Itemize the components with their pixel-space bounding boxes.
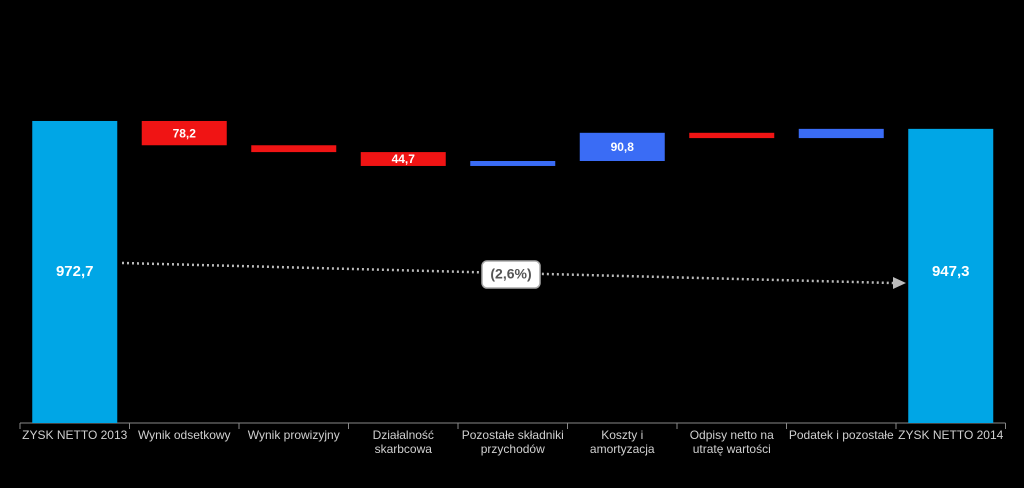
- bar: [360, 152, 446, 166]
- value-label: 947,3: [932, 263, 970, 280]
- annotation-box: [481, 260, 541, 289]
- bar: [32, 120, 118, 423]
- value-label: 44,7: [392, 152, 416, 166]
- x-tick-label-box: Koszty i amortyzacja: [589, 428, 655, 456]
- x-tick-label: Wynik prowizyjny: [247, 428, 340, 442]
- x-tick-label: Pozostałe składniki przychodów: [461, 428, 564, 456]
- x-tick-label: Wynik odsetkowy: [137, 428, 231, 442]
- bar: [251, 145, 337, 153]
- arrow-head: [893, 277, 906, 289]
- bar: [908, 128, 994, 424]
- x-tick-label: Koszty i amortyzacja: [589, 428, 655, 456]
- x-tick-label: Odpisy netto na utratę wartości: [689, 428, 774, 456]
- x-tick-label: ZYSK NETTO 2013: [22, 428, 128, 442]
- x-tick-label-box: Wynik prowizyjny: [247, 428, 340, 442]
- x-tick-label-box: Działalność skarbcowa: [372, 428, 434, 456]
- bar: [579, 132, 665, 162]
- bar: [689, 132, 775, 139]
- x-tick-label-box: Wynik odsetkowy: [137, 428, 231, 442]
- x-tick-label: ZYSK NETTO 2014: [898, 428, 1004, 442]
- x-tick-label-box: Pozostałe składniki przychodów: [461, 428, 564, 456]
- value-label: 78,2: [173, 126, 197, 140]
- bar: [798, 128, 884, 139]
- x-tick-label-box: Odpisy netto na utratę wartości: [689, 428, 774, 456]
- x-tick-label: Działalność skarbcowa: [372, 428, 434, 456]
- bar: [470, 161, 556, 166]
- value-label: 90,8: [611, 140, 635, 154]
- x-tick-label-box: ZYSK NETTO 2014: [898, 428, 1004, 442]
- x-tick-label-box: ZYSK NETTO 2013: [22, 428, 128, 442]
- bar: [141, 120, 227, 146]
- x-tick-label: Podatek i pozostałe: [788, 428, 894, 442]
- value-label: 972,7: [56, 263, 94, 280]
- x-tick-label-box: Podatek i pozostałe: [788, 428, 894, 442]
- annotation: (2,6%): [490, 266, 531, 282]
